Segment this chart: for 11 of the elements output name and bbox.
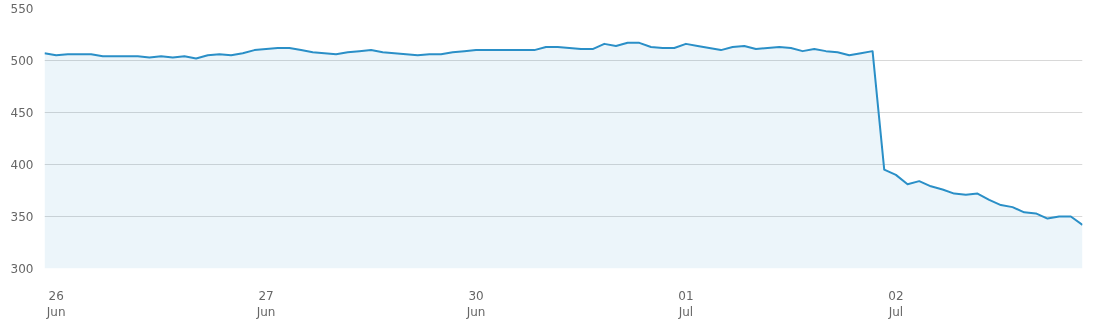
y-tick-label: 350 <box>10 210 34 224</box>
y-tick-label: 500 <box>10 54 34 68</box>
x-tick-label: 26 Jun <box>45 288 66 320</box>
x-tick-label: 27 Jun <box>255 288 276 320</box>
y-tick-label: 550 <box>10 2 34 16</box>
x-tick-label: 30 Jun <box>465 288 486 320</box>
x-tick-label: 01 Jul <box>677 288 694 320</box>
x-tick-label: 02 Jul <box>887 288 904 320</box>
y-tick-label: 300 <box>10 262 34 276</box>
y-tick-label: 400 <box>10 158 34 172</box>
y-tick-label: 450 <box>10 106 34 120</box>
